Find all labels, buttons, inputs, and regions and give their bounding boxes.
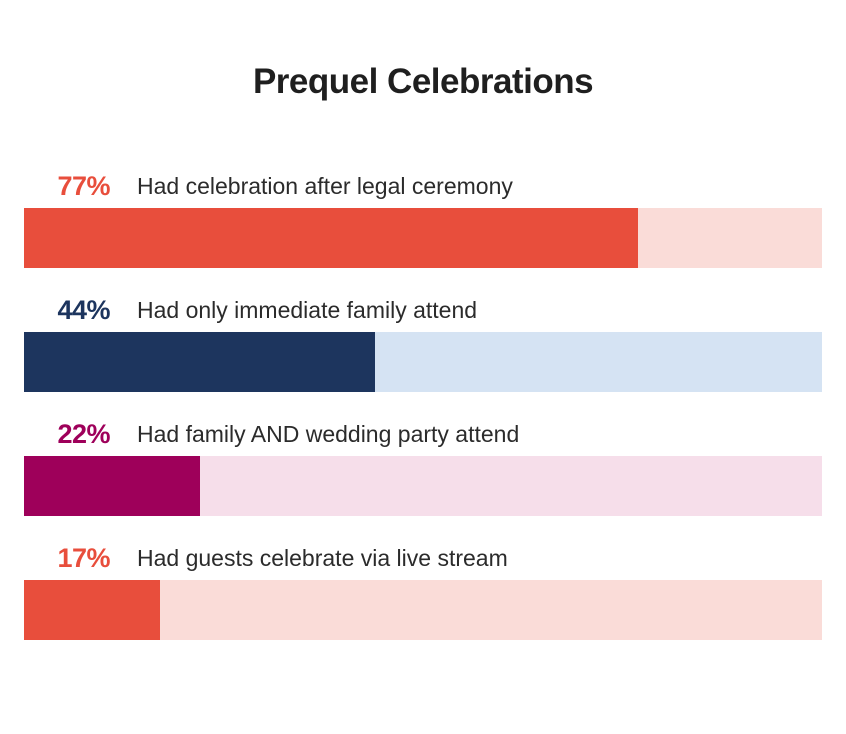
bar [24, 580, 160, 640]
bar [24, 456, 200, 516]
bar-rows: 77% Had celebration after legal ceremony 4… [24, 168, 822, 664]
value-label: 22% [57, 418, 110, 449]
bar-row: 22% Had family AND wedding party attend [24, 416, 822, 540]
bar-label-group: 44% Had only immediate family attend [24, 292, 477, 328]
value-label: 77% [57, 170, 110, 201]
bar-track [24, 580, 822, 640]
bar-row: 77% Had celebration after legal ceremony [24, 168, 822, 292]
bar-row: 44% Had only immediate family attend [24, 292, 822, 416]
chart-title: Prequel Celebrations [252, 62, 594, 101]
category-label: Had family AND wedding party attend [137, 420, 520, 447]
bar [24, 208, 638, 268]
category-label: Had guests celebrate via live stream [137, 544, 508, 571]
category-label: Had celebration after legal ceremony [137, 172, 513, 199]
bar-label-group: 22% Had family AND wedding party attend [24, 416, 519, 452]
bar [24, 332, 375, 392]
bar-row: 17% Had guests celebrate via live stream [24, 540, 822, 664]
value-label: 44% [57, 294, 110, 325]
bar-label-group: 77% Had celebration after legal ceremony [24, 168, 513, 204]
bar-track [24, 332, 822, 392]
value-label: 17% [57, 542, 110, 573]
category-label: Had only immediate family attend [137, 296, 478, 323]
bar-track [24, 456, 822, 516]
bar-track [24, 208, 822, 268]
bar-label-group: 17% Had guests celebrate via live stream [24, 540, 508, 576]
